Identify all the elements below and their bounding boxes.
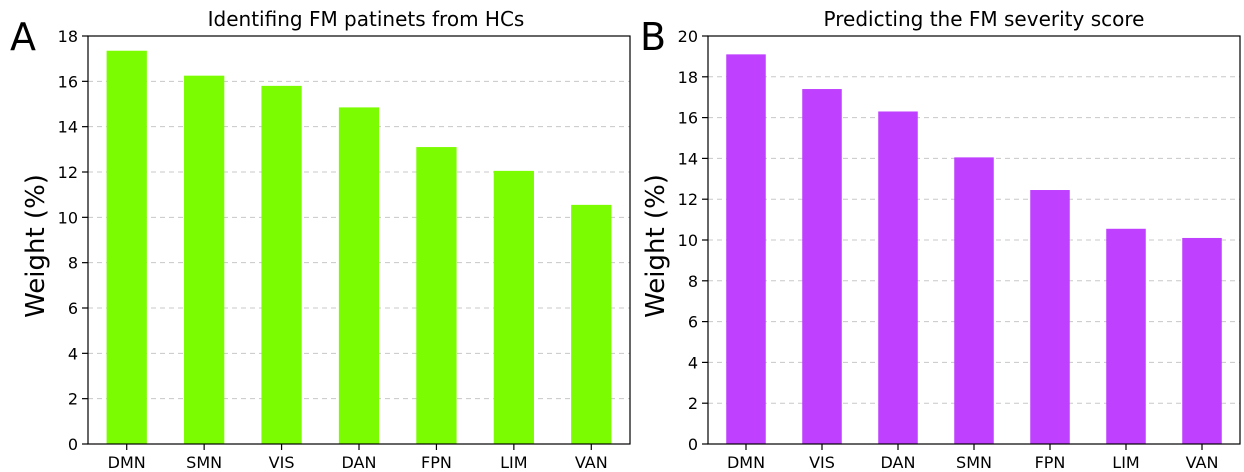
y-tick-label: 10 (678, 231, 698, 250)
y-ticks: 0 2 4 6 8 10 12 14 16 18 (58, 27, 88, 454)
x-tick-label: VAN (575, 453, 608, 472)
x-tick-label: DMN (727, 453, 765, 472)
bar-fpn (416, 147, 457, 445)
y-tick-label: 8 (688, 272, 698, 291)
y-tick-label: 0 (688, 435, 698, 454)
y-tick-label: 8 (68, 254, 78, 273)
x-ticks: DMN SMN VIS DAN FPN LIM VAN (108, 444, 608, 472)
y-tick-label: 4 (68, 344, 78, 363)
y-tick-label: 2 (688, 394, 698, 413)
x-tick-label: SMN (956, 453, 992, 472)
y-tick-label: 16 (58, 72, 78, 91)
panel-a: A Identifing FM patinets from HCs Weight… (10, 7, 631, 472)
y-axis-label: Weight (%) (641, 174, 671, 318)
y-ticks: 0 2 4 6 8 10 12 14 16 18 20 (678, 27, 708, 454)
x-tick-label: FPN (1035, 453, 1066, 472)
bar-smn (954, 157, 994, 444)
bar-vis (802, 89, 842, 444)
bar-lim (493, 170, 534, 444)
y-tick-label: 6 (68, 299, 78, 318)
y-tick-label: 16 (678, 109, 698, 128)
bars (106, 50, 612, 445)
panel-letter: B (640, 15, 666, 59)
bar-fpn (1030, 190, 1070, 444)
bar-van (571, 204, 612, 444)
bar-vis (261, 85, 302, 444)
bar-smn (184, 75, 225, 445)
x-tick-label: LIM (500, 453, 527, 472)
y-tick-label: 12 (678, 190, 698, 209)
y-tick-label: 14 (58, 118, 78, 137)
x-tick-label: LIM (1112, 453, 1139, 472)
panel-b: B Predicting the FM severity score Weigh… (640, 7, 1241, 472)
x-tick-label: DMN (108, 453, 146, 472)
chart-title: Identifing FM patinets from HCs (208, 7, 525, 31)
x-tick-label: SMN (186, 453, 222, 472)
bar-dmn (726, 54, 766, 445)
y-tick-label: 20 (678, 27, 698, 46)
x-tick-label: VAN (1186, 453, 1219, 472)
bars (726, 54, 1222, 445)
y-tick-label: 14 (678, 149, 698, 168)
x-tick-label: DAN (881, 453, 916, 472)
y-tick-label: 18 (678, 68, 698, 87)
y-tick-label: 4 (688, 353, 698, 372)
y-tick-label: 18 (58, 27, 78, 46)
bar-dan (338, 107, 380, 445)
x-ticks: DMN VIS DAN SMN FPN LIM VAN (727, 444, 1218, 472)
bar-van (1182, 237, 1222, 444)
panel-letter: A (10, 15, 36, 59)
bar-dan (878, 111, 918, 444)
x-tick-label: VIS (809, 453, 835, 472)
y-tick-label: 2 (68, 390, 78, 409)
y-tick-label: 6 (688, 313, 698, 332)
x-tick-label: VIS (269, 453, 295, 472)
bar-dmn (106, 50, 147, 444)
x-tick-label: DAN (342, 453, 377, 472)
y-tick-label: 0 (68, 435, 78, 454)
y-tick-label: 10 (58, 208, 78, 227)
chart-title: Predicting the FM severity score (824, 7, 1145, 31)
x-tick-label: FPN (421, 453, 452, 472)
y-axis-label: Weight (%) (21, 174, 51, 318)
y-tick-label: 12 (58, 163, 78, 182)
bar-lim (1106, 228, 1146, 444)
